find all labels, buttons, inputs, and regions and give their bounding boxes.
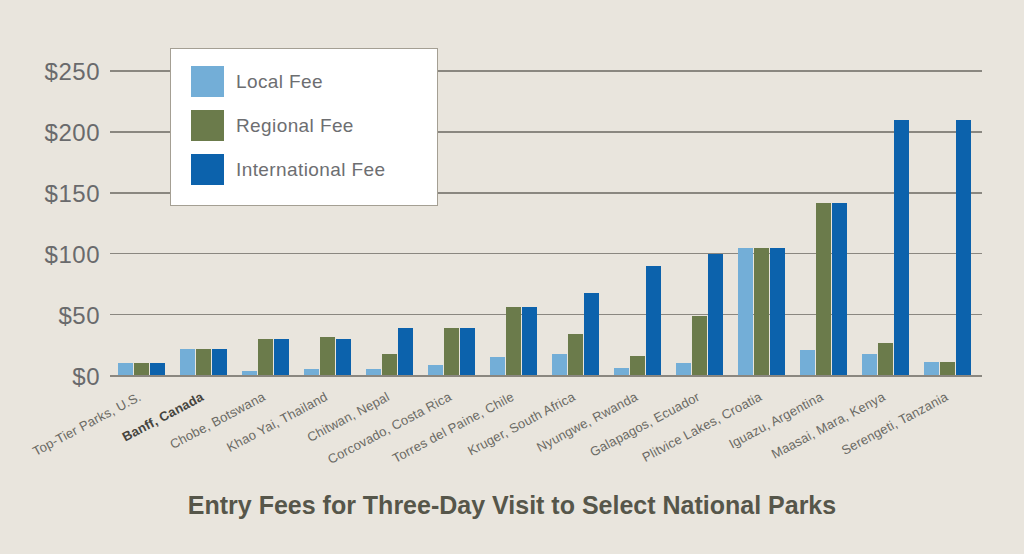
bar-local-fee-kruger-south-africa (552, 354, 567, 376)
bar-local-fee-nyungwe-rwanda (614, 368, 629, 375)
bar-regional-fee-top-tier-parks-u-s (134, 363, 149, 375)
gridline-0 (110, 375, 982, 377)
bar-regional-fee-plitvice-lakes-croatia (754, 248, 769, 376)
y-axis-tick-label: $100 (10, 241, 100, 269)
legend-item-local-fee: Local Fee (191, 66, 323, 97)
bar-international-fee-maasai-mara-kenya (894, 120, 909, 376)
y-axis-tick-label: $50 (10, 302, 100, 330)
bar-international-fee-chobe-botswana (274, 339, 289, 376)
gridline-100 (110, 253, 982, 255)
bar-regional-fee-banff-canada (196, 349, 211, 376)
chart-page: $0 $50 $100 $150 $200 $250 Top-Tier Parks, U.S… (0, 0, 1024, 554)
chart-title: Entry Fees for Three-Day Visit to Select… (0, 491, 1024, 520)
bar-regional-fee-serengeti-tanzania (940, 362, 955, 375)
bar-regional-fee-chobe-botswana (258, 339, 273, 376)
bar-local-fee-iguazu-argentina (800, 350, 815, 376)
x-axis-category-label: Top-Tier Parks, U.S. (31, 389, 144, 459)
legend-swatch-international-fee (191, 154, 224, 185)
legend-swatch-regional-fee (191, 110, 224, 141)
bar-international-fee-plitvice-lakes-croatia (770, 248, 785, 376)
bar-international-fee-nyungwe-rwanda (646, 266, 661, 376)
bar-regional-fee-nyungwe-rwanda (630, 356, 645, 375)
bar-regional-fee-iguazu-argentina (816, 203, 831, 376)
bar-local-fee-serengeti-tanzania (924, 362, 939, 375)
bar-regional-fee-galapagos-ecuador (692, 316, 707, 376)
bar-regional-fee-torres-del-paine-chile (506, 307, 521, 375)
bar-local-fee-chobe-botswana (242, 371, 257, 376)
x-axis-category-label: Serengeti, Tanzania (838, 389, 950, 458)
bar-international-fee-chitwan-nepal (398, 328, 413, 376)
bar-international-fee-khao-yai-thailand (336, 339, 351, 376)
bar-local-fee-torres-del-paine-chile (490, 357, 505, 375)
legend-label-regional-fee: Regional Fee (236, 115, 354, 137)
bar-local-fee-galapagos-ecuador (676, 363, 691, 375)
y-axis-tick-label: $200 (10, 119, 100, 147)
bar-international-fee-torres-del-paine-chile (522, 307, 537, 375)
bar-international-fee-kruger-south-africa (584, 293, 599, 376)
bar-local-fee-maasai-mara-kenya (862, 354, 877, 376)
y-axis-tick-label: $150 (10, 180, 100, 208)
bar-international-fee-top-tier-parks-u-s (150, 363, 165, 375)
legend-label-international-fee: International Fee (236, 159, 385, 181)
gridline-50 (110, 314, 982, 316)
bar-local-fee-top-tier-parks-u-s (118, 363, 133, 375)
bar-local-fee-corcovado-costa-rica (428, 365, 443, 376)
bar-regional-fee-maasai-mara-kenya (878, 343, 893, 376)
legend-label-local-fee: Local Fee (236, 71, 323, 93)
legend: Local Fee Regional Fee International Fee (170, 48, 438, 206)
legend-item-regional-fee: Regional Fee (191, 110, 354, 141)
bar-international-fee-corcovado-costa-rica (460, 328, 475, 376)
bar-local-fee-khao-yai-thailand (304, 369, 319, 375)
legend-swatch-local-fee (191, 66, 224, 97)
y-axis-tick-label: $250 (10, 58, 100, 86)
bar-international-fee-banff-canada (212, 349, 227, 376)
x-axis-category-label: Kruger, South Africa (465, 389, 578, 458)
bar-regional-fee-corcovado-costa-rica (444, 328, 459, 376)
y-axis-tick-label: $0 (10, 363, 100, 391)
bar-local-fee-plitvice-lakes-croatia (738, 248, 753, 376)
bar-local-fee-chitwan-nepal (366, 369, 381, 375)
bar-international-fee-serengeti-tanzania (956, 120, 971, 376)
bar-regional-fee-khao-yai-thailand (320, 337, 335, 376)
bar-international-fee-galapagos-ecuador (708, 254, 723, 376)
x-axis-category-label: Maasai, Mara, Kenya (769, 389, 888, 462)
bar-regional-fee-kruger-south-africa (568, 334, 583, 375)
bar-local-fee-banff-canada (180, 349, 195, 376)
bar-international-fee-iguazu-argentina (832, 203, 847, 376)
legend-item-international-fee: International Fee (191, 154, 385, 185)
bar-regional-fee-chitwan-nepal (382, 354, 397, 376)
